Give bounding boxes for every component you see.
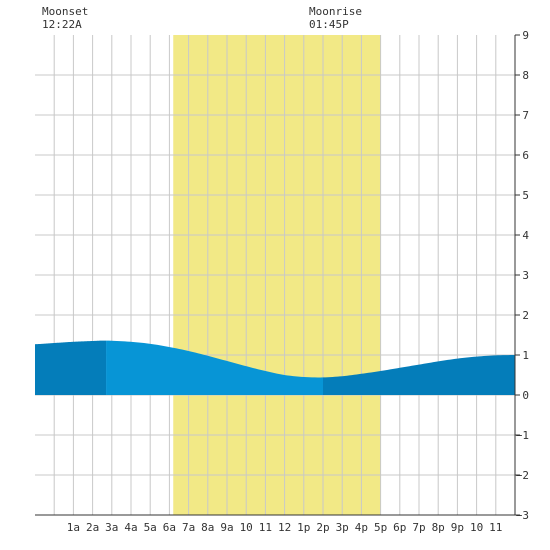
moonrise-label: Moonrise [309,5,362,18]
x-tick-label: 1a [67,521,80,534]
x-tick-label: 11 [259,521,272,534]
x-tick-label: 5p [374,521,387,534]
y-tick-label: −2 [516,469,529,482]
moonset-label: Moonset [42,5,89,18]
x-tick-label: 8p [432,521,445,534]
x-tick-label: 9p [451,521,464,534]
x-tick-label: 10 [470,521,483,534]
x-tick-label: 3a [105,521,118,534]
x-tick-label: 2p [316,521,329,534]
moonrise-time: 01:45P [309,18,349,31]
tide-segment-dark [35,340,107,395]
y-tick-label: 5 [522,189,529,202]
y-tick-label: 9 [522,29,529,42]
y-tick-label: 0 [522,389,529,402]
x-tick-label: 3p [336,521,349,534]
axes [35,34,520,516]
x-axis-labels: 1a 2a 3a 4a 5a 6a 7a 8a 9a 10 11 12 1p 2p 3p 4p 5p 6p 7p 8p… [67,521,503,534]
y-tick-label: 2 [522,309,529,322]
x-tick-label: 9a [220,521,233,534]
x-tick-label: 1p [297,521,310,534]
y-tick-label: 3 [522,269,529,282]
tide-segment-light [106,340,323,395]
x-tick-label: 7p [412,521,425,534]
y-tick-label: −3 [516,509,529,522]
y-tick-label: 7 [522,109,529,122]
x-tick-label: 2a [86,521,99,534]
x-tick-label: 10 [240,521,253,534]
y-tick-label: 1 [522,349,529,362]
y-tick-label: 4 [522,229,529,242]
y-axis-labels: 9 8 7 6 5 4 3 2 1 0 −1 −2 −3 [516,29,530,522]
x-tick-label: 6p [393,521,406,534]
x-tick-label: 6a [163,521,176,534]
y-tick-label: 8 [522,69,529,82]
y-tick-label: 6 [522,149,529,162]
y-tick-label: −1 [516,429,529,442]
moonset-time: 12:22A [42,18,82,31]
x-tick-label: 4a [124,521,137,534]
x-tick-label: 4p [355,521,368,534]
x-tick-label: 5a [144,521,157,534]
x-tick-label: 11 [489,521,502,534]
x-tick-label: 12 [278,521,291,534]
x-tick-label: 8a [201,521,214,534]
x-tick-label: 7a [182,521,195,534]
grid-lines [35,35,515,515]
tide-area [35,340,515,395]
tide-segment-dark [323,355,515,395]
